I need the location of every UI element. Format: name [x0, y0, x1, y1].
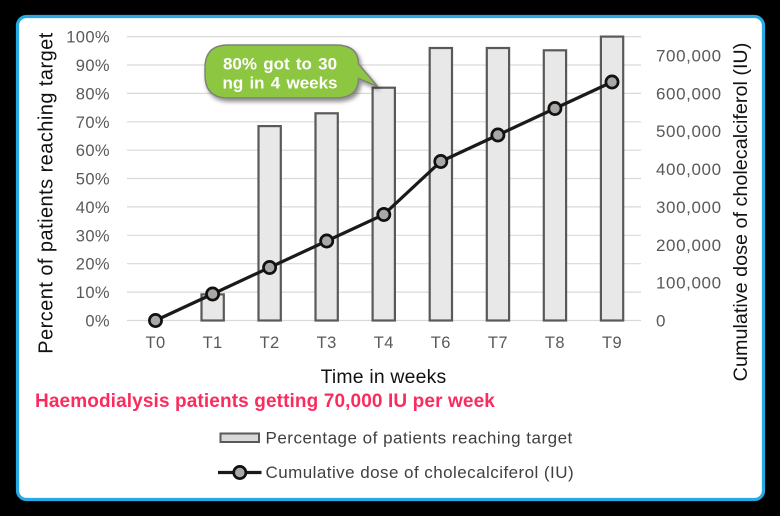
svg-text:Percentage of patients reachin: Percentage of patients reaching target [266, 429, 573, 448]
svg-text:T9: T9 [602, 334, 622, 352]
svg-text:Haemodialysis patients getting: Haemodialysis patients getting 70,000 IU… [35, 391, 495, 412]
svg-text:Cumulative dose of cholecalcif: Cumulative dose of cholecalciferol (IU) [266, 463, 575, 482]
svg-text:100%: 100% [66, 29, 110, 47]
svg-text:0%: 0% [85, 313, 110, 331]
svg-text:Cumulative dose of cholecalcif: Cumulative dose of cholecalciferol (IU) [730, 43, 752, 382]
svg-text:T2: T2 [260, 334, 280, 352]
svg-text:400,000: 400,000 [656, 160, 722, 179]
svg-text:T8: T8 [545, 334, 565, 352]
svg-text:20%: 20% [76, 256, 110, 274]
svg-text:0: 0 [656, 312, 666, 331]
svg-text:Time in weeks: Time in weeks [321, 366, 447, 388]
svg-text:300,000: 300,000 [656, 198, 722, 217]
svg-text:700,000: 700,000 [656, 47, 722, 66]
svg-text:90%: 90% [76, 57, 110, 75]
svg-text:Percent of patients reaching t: Percent of patients reaching target [36, 32, 58, 354]
svg-text:T0: T0 [145, 334, 165, 352]
svg-text:30%: 30% [76, 227, 110, 245]
svg-text:ng in 4 weeks: ng in 4 weeks [222, 74, 337, 93]
svg-text:T6: T6 [431, 334, 451, 352]
svg-text:80% got to 30: 80% got to 30 [223, 55, 337, 74]
svg-text:10%: 10% [76, 284, 110, 302]
svg-text:T1: T1 [203, 334, 223, 352]
svg-text:60%: 60% [76, 142, 110, 160]
svg-text:40%: 40% [76, 199, 110, 217]
svg-text:200,000: 200,000 [656, 236, 722, 255]
svg-text:500,000: 500,000 [656, 122, 722, 141]
svg-text:600,000: 600,000 [656, 84, 722, 103]
svg-text:70%: 70% [76, 114, 110, 132]
svg-text:50%: 50% [76, 171, 110, 189]
svg-text:T4: T4 [374, 334, 394, 352]
svg-text:T7: T7 [488, 334, 508, 352]
svg-text:80%: 80% [76, 85, 110, 103]
svg-text:T3: T3 [317, 334, 337, 352]
svg-text:100,000: 100,000 [656, 274, 722, 293]
